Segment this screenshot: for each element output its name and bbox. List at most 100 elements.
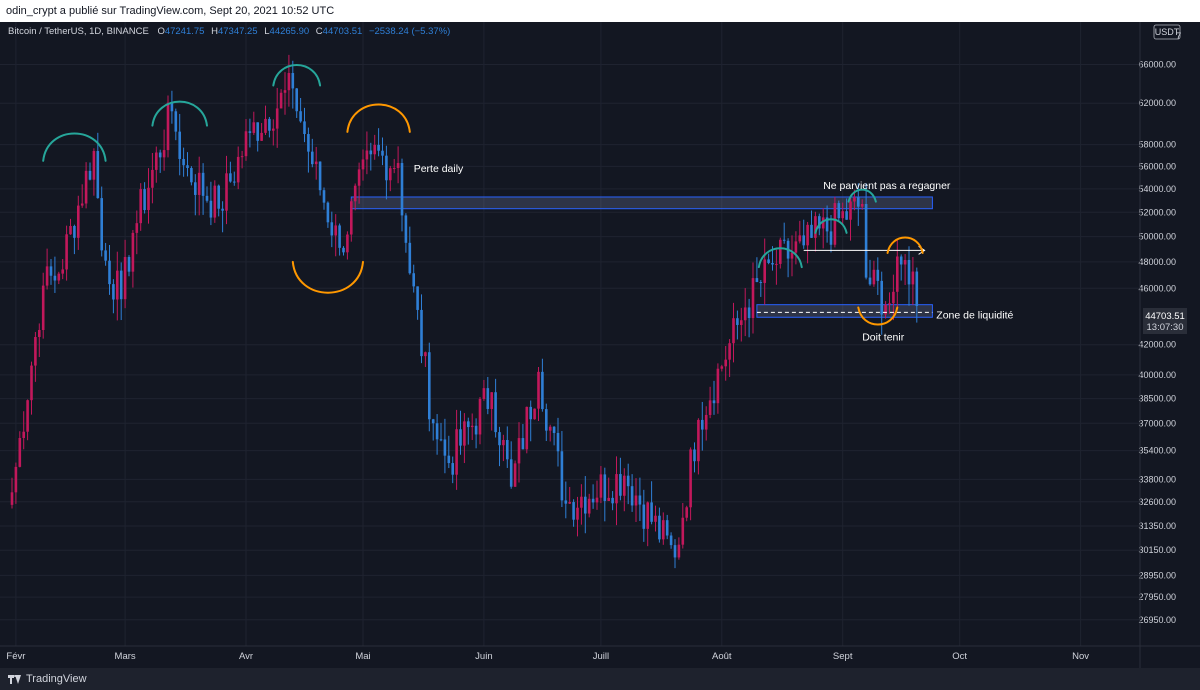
candle-body	[591, 498, 595, 503]
zones-layer	[350, 196, 933, 318]
candle-body	[728, 343, 731, 360]
candle-body	[205, 195, 209, 201]
footer-bar: TradingView	[0, 668, 1200, 690]
candle-body	[116, 270, 119, 300]
candle-body	[272, 128, 275, 131]
candle-body	[470, 425, 474, 428]
candle-body	[545, 409, 548, 431]
candle-body	[798, 235, 802, 242]
candle-body	[256, 122, 259, 141]
candle-body	[392, 167, 396, 169]
candle-body	[353, 185, 357, 202]
candle-body	[837, 203, 841, 219]
candle-body	[857, 197, 860, 207]
candle-body	[307, 134, 310, 152]
candle-body	[802, 235, 805, 246]
candle-body	[681, 517, 685, 545]
candle-body	[650, 502, 653, 522]
candle-body	[740, 320, 743, 325]
candle-body	[342, 247, 345, 253]
candle-body	[139, 189, 142, 224]
candle-body	[576, 507, 579, 520]
candle-body	[279, 92, 283, 109]
candle-body	[96, 151, 100, 199]
candle-body	[506, 440, 509, 460]
legend-low: 44265.90	[270, 26, 310, 37]
candle-body	[14, 466, 18, 493]
candle-body	[915, 271, 919, 307]
legend-open: 47241.75	[165, 26, 205, 37]
candle-body	[158, 152, 162, 158]
candle-body	[408, 242, 412, 274]
candle-body	[521, 438, 525, 450]
x-tick-label: Août	[712, 651, 732, 662]
y-tick-label: 33800.00	[1138, 474, 1176, 484]
candle-body	[868, 277, 872, 285]
candle-body	[127, 257, 131, 272]
candle-body	[287, 73, 291, 91]
candle-body	[100, 198, 103, 251]
last-price-value: 44703.51	[1145, 311, 1185, 322]
chart-area[interactable]: 66000.00 62000.00 58000.00 56000.00 54000.00…	[0, 22, 1200, 668]
candle-body	[669, 535, 673, 546]
price-chart[interactable]: 66000.00 62000.00 58000.00 56000.00 54000.00…	[0, 22, 1200, 668]
currency-badge[interactable]: USDT	[1155, 27, 1180, 37]
candle-body	[716, 368, 720, 404]
legend-symbol: Bitcoin / TetherUS, 1D, BINANCE	[8, 26, 149, 37]
candle-body	[338, 225, 341, 248]
candle-body	[303, 121, 306, 135]
candle-body	[638, 495, 642, 505]
candle-body	[322, 190, 326, 203]
candle-body	[151, 169, 154, 188]
candle-body	[498, 432, 501, 446]
candle-body	[662, 520, 665, 540]
candle-body	[22, 431, 25, 439]
candle-body	[537, 371, 540, 409]
candle-body	[478, 398, 482, 435]
candle-body	[248, 131, 252, 133]
x-tick-label: Nov	[1072, 651, 1089, 662]
y-tick-label: 42000.00	[1138, 340, 1176, 350]
candle-body	[704, 414, 708, 430]
candle-body	[77, 205, 80, 238]
candle-body	[864, 203, 868, 278]
candle-body	[724, 359, 727, 367]
candle-body	[69, 225, 72, 235]
candle-body	[439, 439, 443, 441]
annotation-arc	[814, 218, 848, 234]
tradingview-logo[interactable]: TradingView	[8, 668, 87, 690]
candle-body	[584, 496, 587, 514]
annotation-arc	[847, 188, 877, 203]
candle-body	[463, 421, 466, 446]
annotation-doit-tenir: Doit tenir	[862, 331, 905, 343]
candle-body	[552, 426, 556, 433]
y-tick-label: 58000.00	[1138, 140, 1176, 150]
candle-body	[119, 270, 123, 300]
candle-body	[708, 400, 712, 415]
candle-body	[490, 392, 493, 409]
candle-body	[626, 475, 630, 487]
candle-body	[529, 406, 532, 420]
y-tick-label: 31350.00	[1138, 521, 1176, 531]
candle-body	[61, 269, 64, 274]
candle-body	[630, 486, 634, 506]
annotation-perte-daily: Perte daily	[414, 163, 464, 175]
candle-body	[810, 224, 813, 238]
candle-body	[509, 459, 513, 487]
candle-body	[459, 429, 462, 446]
candle-body	[911, 271, 915, 285]
candle-body	[221, 208, 224, 211]
candle-body	[860, 203, 864, 207]
candle-body	[80, 203, 84, 206]
candle-body	[907, 259, 911, 285]
candle-body	[615, 474, 618, 504]
annotation-arc	[857, 306, 899, 326]
candle-body	[701, 419, 704, 430]
candle-body	[580, 496, 583, 508]
candle-body	[350, 201, 353, 235]
candle-body	[771, 262, 774, 265]
y-tick-label: 30150.00	[1138, 545, 1176, 555]
candle-body	[841, 211, 844, 219]
currency-badge-box[interactable]	[1153, 24, 1181, 40]
annotation-arc	[42, 132, 107, 162]
